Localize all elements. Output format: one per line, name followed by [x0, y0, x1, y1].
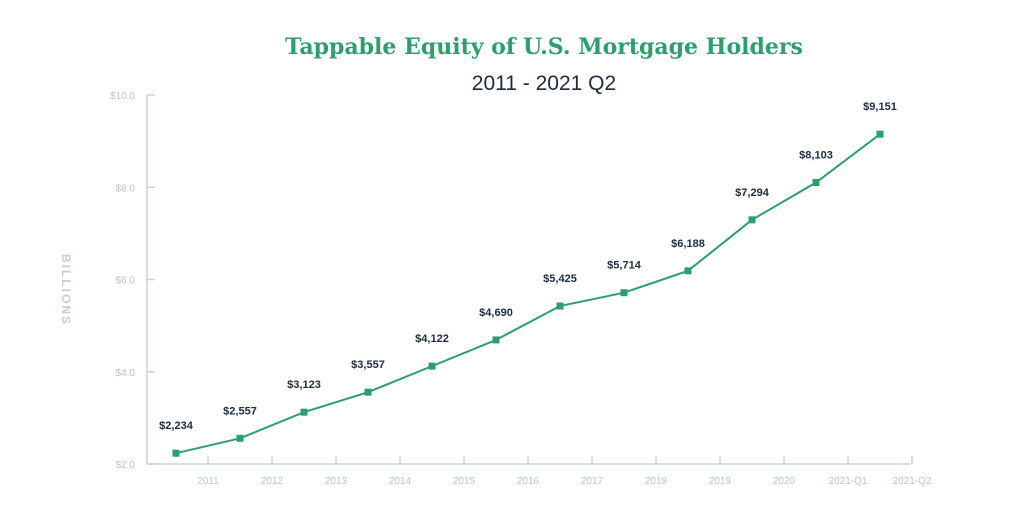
x-tick-label: 2021-Q2 — [893, 476, 932, 487]
data-point — [876, 130, 884, 138]
data-point — [556, 302, 564, 310]
data-label: $5,714 — [607, 260, 642, 272]
y-tick-label: $4.0 — [116, 368, 136, 379]
data-label: $2,234 — [159, 420, 194, 432]
series-line — [175, 133, 881, 455]
data-label: $9,151 — [863, 101, 897, 113]
x-tick-label: 2011 — [197, 476, 219, 487]
y-tick-label: $8.0 — [116, 183, 136, 194]
x-tick-label: 2014 — [389, 476, 412, 487]
x-tick-labels: 2011 2012 2013 2014 2015 2016 2017 2018 2019 2020… — [197, 476, 932, 487]
y-tick-labels: $2.0 $4.0 $6.0 $8.0 $10.0 — [110, 91, 135, 471]
x-tick-label: 2020 — [773, 476, 796, 487]
data-points — [172, 130, 884, 457]
chart-title: Tappable Equity of U.S. Mortgage Holders — [285, 34, 803, 60]
data-label: $4,122 — [415, 333, 449, 345]
data-label: $4,690 — [479, 307, 513, 319]
x-tick-label: 2016 — [517, 476, 540, 487]
data-point — [492, 336, 500, 344]
x-tick-label: 2013 — [325, 476, 348, 487]
data-point — [620, 289, 628, 297]
data-labels: $2,234 $2,557 $3,123 $3,557 $4,122 $4,690 $5,4… — [159, 101, 897, 432]
data-label: $3,557 — [351, 359, 385, 371]
data-point — [236, 434, 244, 442]
data-label: $3,123 — [287, 379, 321, 391]
data-point — [812, 178, 820, 186]
data-point — [172, 449, 180, 457]
data-label: $2,557 — [223, 405, 257, 417]
data-point — [748, 216, 756, 224]
y-tick-label: $6.0 — [116, 276, 136, 287]
data-point — [684, 267, 692, 275]
data-label: $5,425 — [543, 273, 577, 285]
data-point — [300, 408, 308, 416]
data-point — [428, 362, 436, 370]
data-label: $7,294 — [735, 187, 770, 199]
data-point — [364, 388, 372, 396]
y-axis-label: BILLIONS — [59, 254, 73, 326]
x-tick-label: 2017 — [581, 476, 604, 487]
y-tick-label: $2.0 — [116, 460, 136, 471]
data-label: $6,188 — [671, 238, 705, 250]
x-tick-label: 2018 — [645, 476, 668, 487]
x-tick-label: 2012 — [261, 476, 284, 487]
x-tick-label: 2019 — [709, 476, 732, 487]
x-tick-label: 2021-Q1 — [829, 476, 868, 487]
data-label: $8,103 — [799, 149, 833, 161]
chart-subtitle: 2011 - 2021 Q2 — [471, 72, 617, 95]
x-tick-label: 2015 — [453, 476, 476, 487]
chart-axes — [146, 94, 913, 465]
series-polyline — [175, 133, 881, 455]
y-tick-label: $10.0 — [110, 91, 135, 102]
